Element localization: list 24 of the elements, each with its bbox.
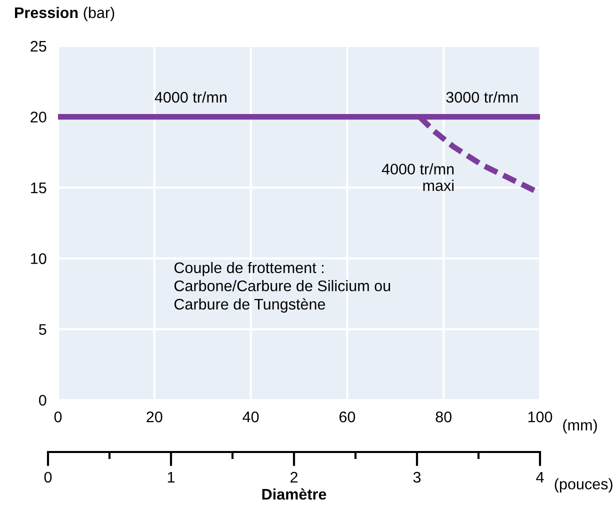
y-tick-label: 25 — [30, 40, 46, 52]
x-tick-label: 20 — [146, 412, 162, 422]
x-tick-label: 60 — [339, 412, 356, 422]
y-axis-title: Pression (bar) — [15, 6, 114, 22]
x-tick-label: 80 — [436, 412, 452, 422]
y-tick-label: 10 — [31, 253, 46, 264]
y-tick-label: 20 — [30, 112, 46, 122]
annotation: Couple de frottement : Carbone/Carbure de Silicium ou Carbure de Tungstène — [174, 262, 390, 313]
x-tick-label: 0 — [54, 412, 62, 422]
y-tick-label: 5 — [39, 324, 46, 335]
x2-tick-label: 2 — [290, 472, 298, 483]
y-tick-label: 15 — [31, 182, 46, 194]
x-tick-label: 40 — [242, 412, 259, 422]
x2-tick-label: 3 — [413, 472, 421, 483]
x-axis-title: Diamètre — [262, 488, 326, 500]
x2-tick-label: 4 — [536, 472, 544, 483]
annotation: 3000 tr/mn — [446, 91, 518, 103]
annotation: 4000 tr/mn maxi — [382, 163, 454, 191]
x2-tick-label: 1 — [168, 472, 175, 483]
annotation: 4000 tr/mn — [154, 91, 226, 103]
y-tick-label: 0 — [38, 394, 46, 406]
x-tick-label: 100 — [528, 412, 552, 422]
text: (mm) — [563, 419, 597, 434]
text: (pouces) — [554, 478, 612, 492]
